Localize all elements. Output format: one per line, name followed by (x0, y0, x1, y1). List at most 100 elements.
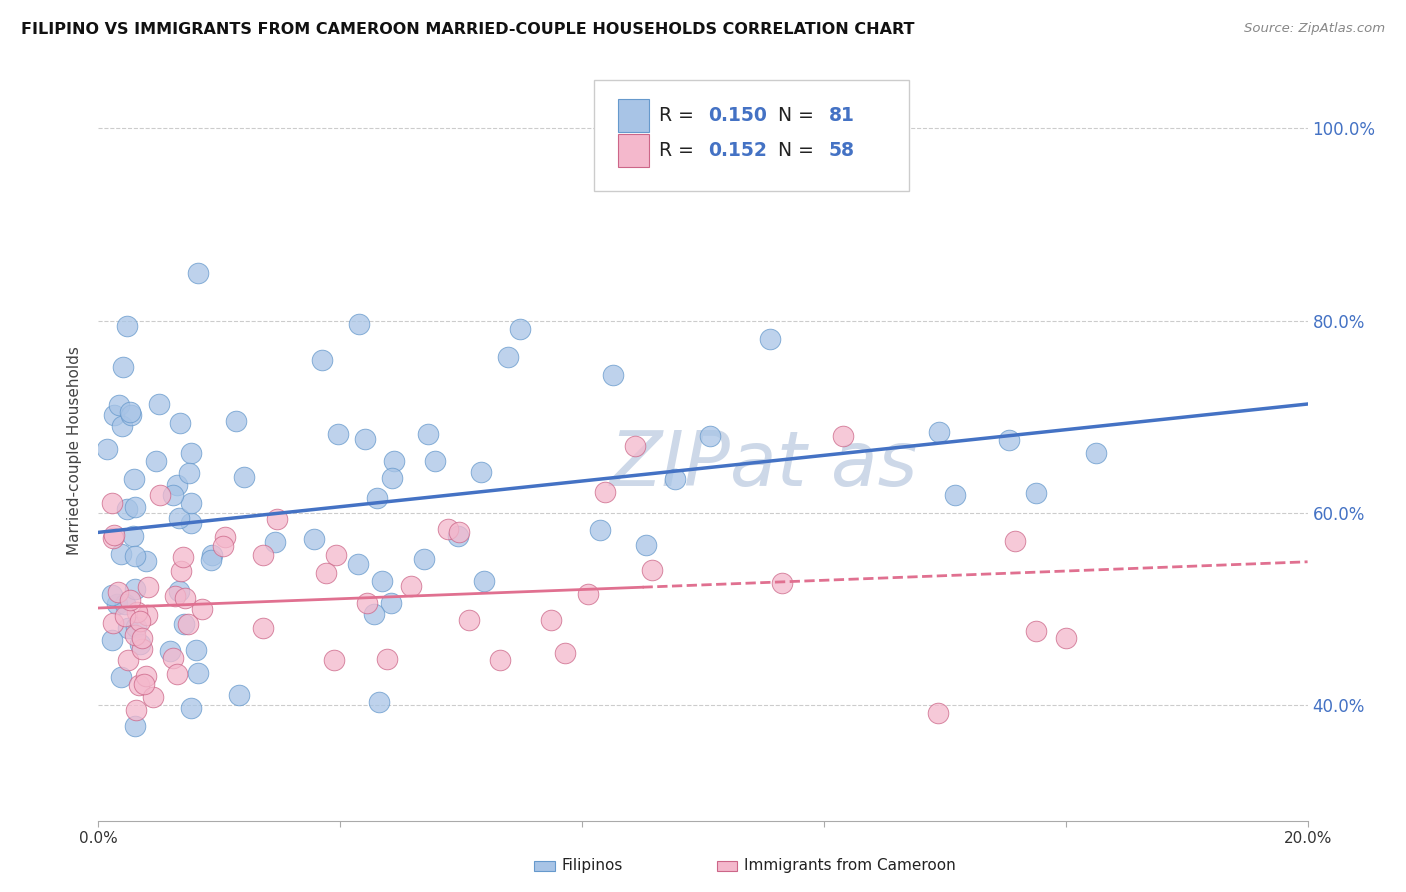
Point (472, 574, 495, 588)
Point (326, 427, 349, 442)
Point (112, 359, 135, 374)
Point (382, 454, 405, 468)
Point (169, 416, 191, 430)
Point (159, 644, 181, 658)
Point (634, 538, 657, 552)
Point (302, 532, 325, 546)
Text: FILIPINO VS IMMIGRANTS FROM CAMEROON MARRIED-COUPLE HOUSEHOLDS CORRELATION CHART: FILIPINO VS IMMIGRANTS FROM CAMEROON MAR… (21, 22, 914, 37)
Point (356, 596, 378, 610)
Point (371, 574, 394, 588)
Point (127, 606, 149, 620)
Point (322, 653, 344, 667)
Point (413, 552, 436, 566)
Point (354, 432, 377, 446)
Point (169, 584, 191, 599)
Point (115, 318, 138, 333)
Text: 58: 58 (828, 141, 855, 161)
Point (142, 690, 165, 704)
Point (166, 478, 188, 492)
Point (770, 576, 793, 591)
Point (423, 453, 446, 467)
Point (145, 454, 167, 468)
Point (114, 609, 136, 624)
Point (179, 466, 201, 480)
Point (470, 465, 492, 479)
Point (120, 405, 142, 419)
Point (180, 701, 202, 715)
Point (108, 398, 131, 412)
Point (128, 678, 150, 692)
FancyBboxPatch shape (595, 80, 908, 191)
Point (576, 587, 599, 601)
Point (228, 688, 250, 702)
Point (200, 553, 222, 567)
Point (346, 557, 368, 571)
Point (172, 549, 194, 564)
Text: ZIPat as: ZIPat as (609, 428, 918, 502)
Point (125, 703, 148, 717)
Point (135, 669, 157, 683)
Point (114, 597, 136, 611)
Point (173, 616, 195, 631)
Bar (619, 99, 648, 133)
Text: N =: N = (766, 106, 820, 125)
Text: R =: R = (659, 141, 700, 161)
Point (120, 408, 142, 422)
Point (232, 469, 254, 483)
Point (264, 534, 287, 549)
Point (149, 488, 172, 502)
Point (266, 512, 288, 526)
Point (187, 665, 209, 680)
Point (641, 564, 664, 578)
Point (103, 408, 125, 422)
Point (366, 491, 388, 505)
Text: R =: R = (659, 106, 700, 125)
Point (186, 266, 208, 280)
Point (103, 531, 125, 545)
Point (148, 397, 170, 411)
Point (699, 429, 721, 443)
Point (162, 488, 184, 502)
Point (214, 530, 236, 544)
Point (623, 438, 645, 452)
Point (124, 718, 146, 732)
Point (416, 426, 439, 441)
Point (101, 588, 124, 602)
Point (602, 368, 624, 382)
Point (447, 529, 470, 543)
Point (363, 607, 385, 621)
Point (380, 596, 402, 610)
Point (554, 646, 576, 660)
Point (943, 488, 966, 502)
Point (167, 511, 190, 525)
Point (381, 471, 404, 485)
Point (180, 445, 202, 459)
Point (138, 580, 160, 594)
Point (252, 548, 274, 562)
Point (124, 628, 146, 642)
Point (1024, 624, 1046, 639)
Point (117, 622, 139, 636)
Point (496, 350, 519, 364)
Point (212, 539, 235, 553)
Point (118, 593, 141, 607)
Text: 0.150: 0.150 (707, 106, 766, 125)
Text: Filipinos: Filipinos (561, 858, 623, 872)
Point (103, 528, 125, 542)
Point (124, 500, 146, 514)
Point (132, 677, 155, 691)
Point (101, 633, 124, 648)
Point (832, 429, 855, 443)
Point (136, 608, 159, 623)
Point (111, 418, 134, 433)
Point (489, 653, 512, 667)
Point (998, 433, 1021, 447)
Point (110, 670, 132, 684)
Point (105, 597, 128, 611)
Point (165, 589, 187, 603)
Point (325, 549, 347, 563)
Point (664, 472, 686, 486)
Point (170, 564, 193, 578)
Point (101, 616, 124, 631)
Point (131, 632, 153, 646)
